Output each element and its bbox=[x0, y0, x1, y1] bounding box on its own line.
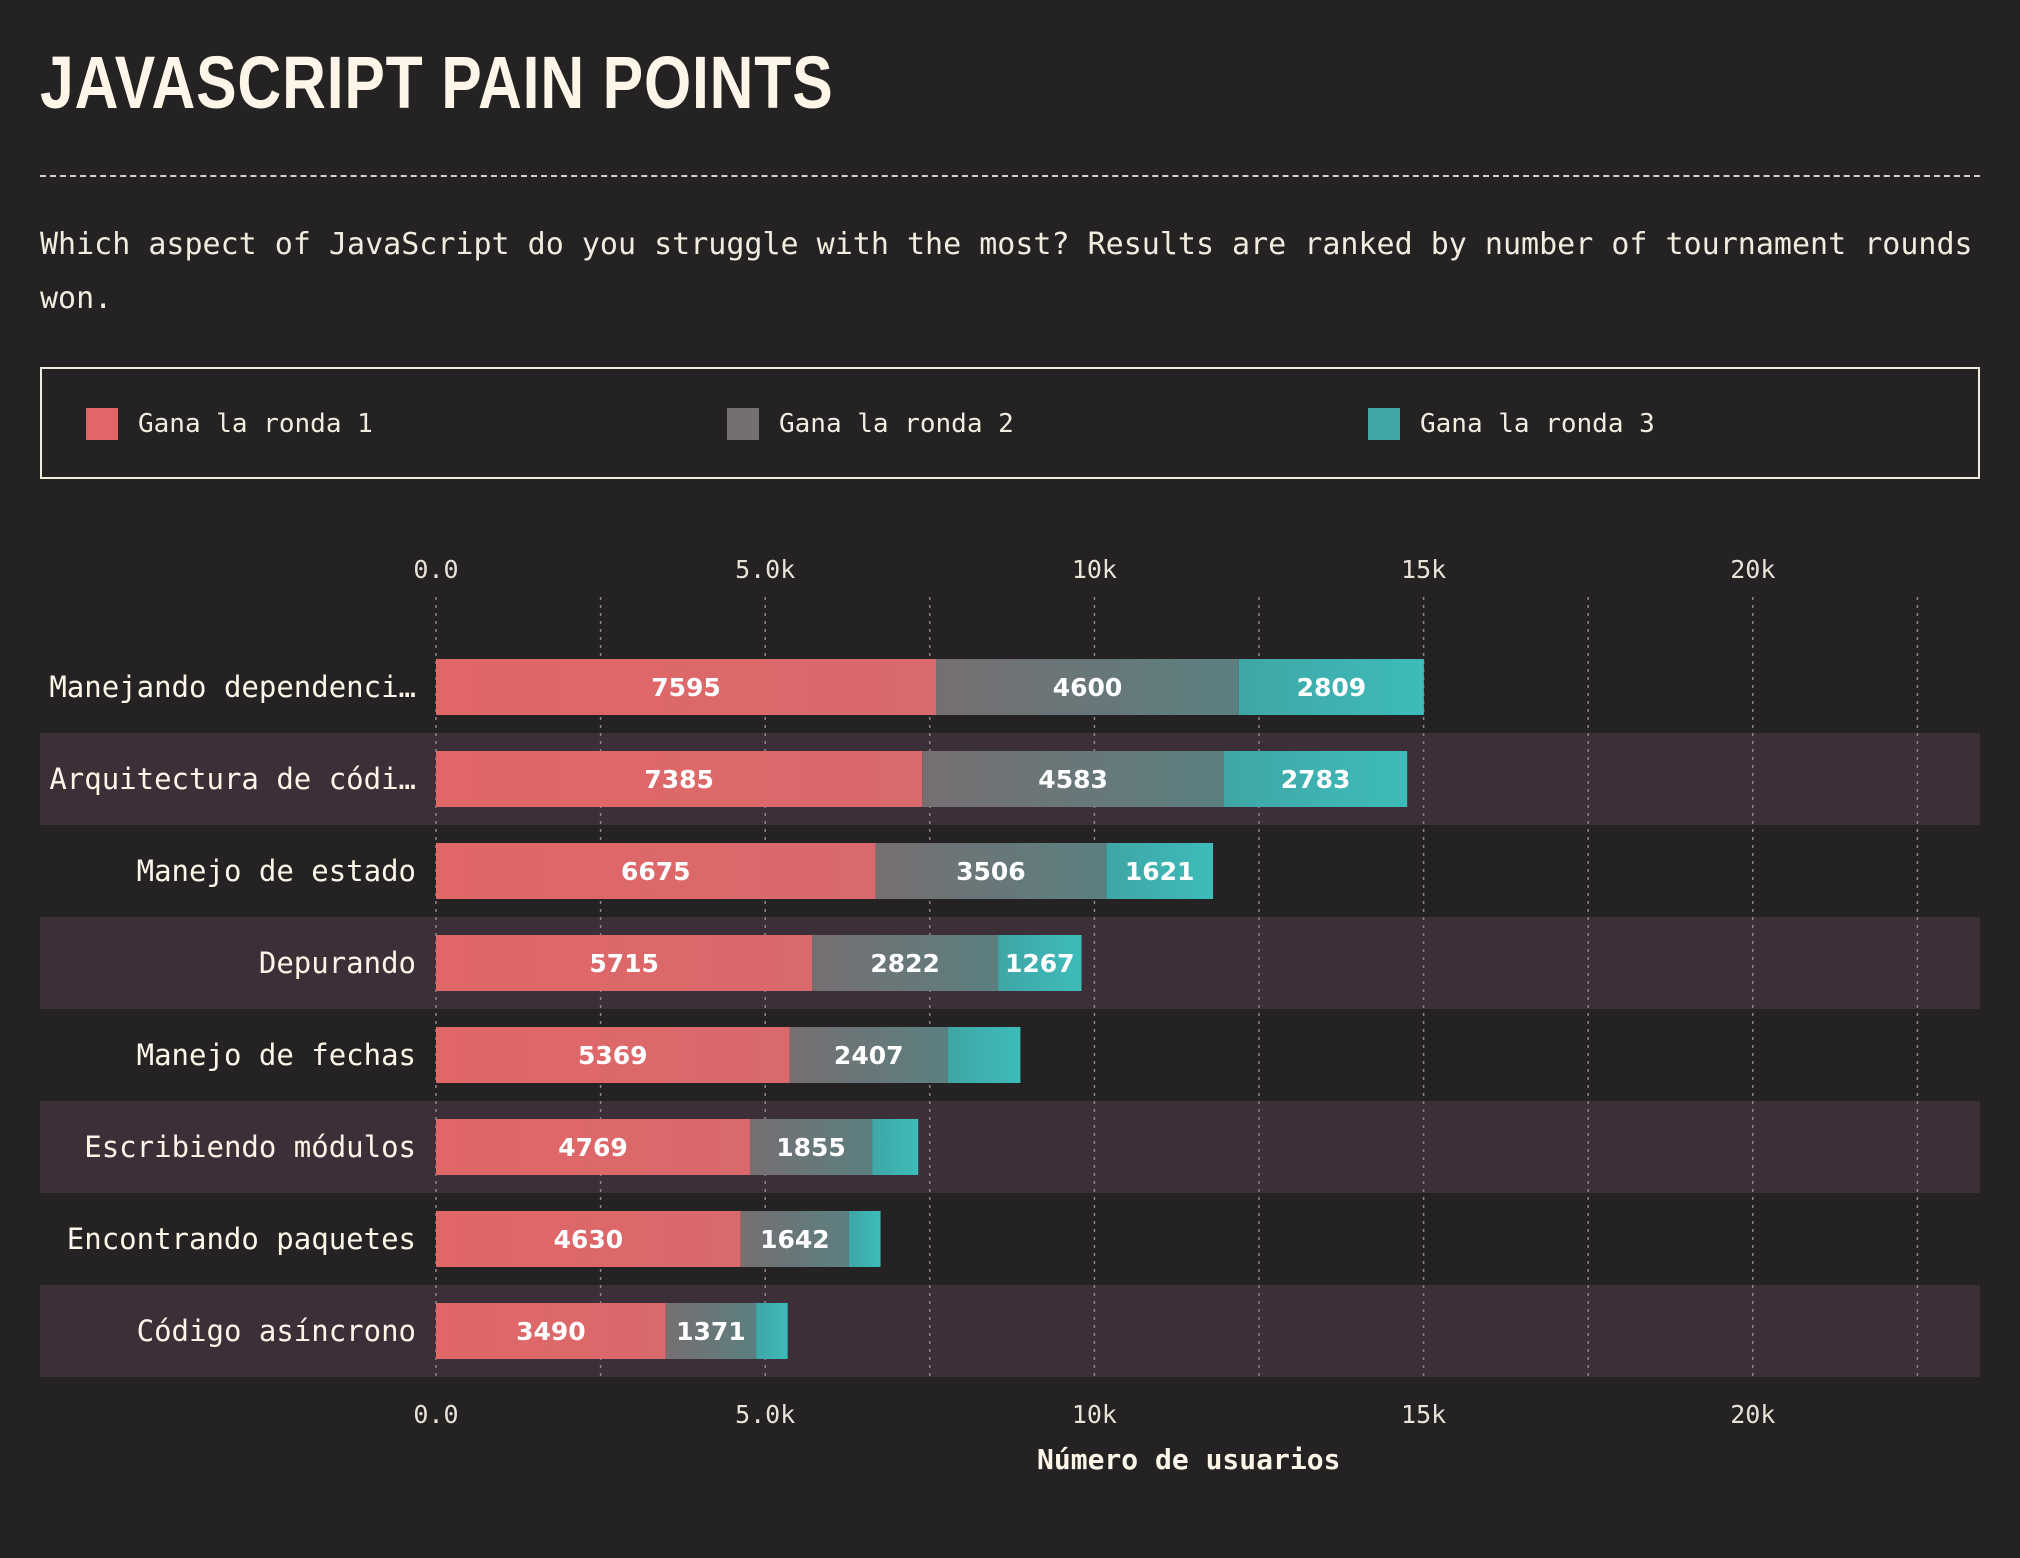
x-tick-label-top: 15k bbox=[1401, 555, 1446, 584]
bar-segment-round-2 bbox=[789, 1027, 948, 1083]
legend-swatch-round-1 bbox=[86, 408, 118, 440]
x-tick-label-bottom: 20k bbox=[1730, 1400, 1775, 1429]
legend-item-round-1[interactable]: Gana la ronda 1 bbox=[86, 407, 373, 441]
x-tick-label-top: 5.0k bbox=[735, 555, 795, 584]
category-label: Arquitectura de códi… bbox=[49, 762, 416, 796]
legend-item-round-3[interactable]: Gana la ronda 3 bbox=[1368, 407, 1655, 441]
bar-segment-round-1 bbox=[436, 751, 923, 807]
category-label: Código asíncrono bbox=[137, 1314, 416, 1348]
bar-segment-round-2 bbox=[922, 751, 1224, 807]
x-tick-label-bottom: 5.0k bbox=[735, 1400, 795, 1429]
bar-segment-round-3 bbox=[1106, 843, 1214, 899]
x-tick-label-top: 20k bbox=[1730, 555, 1775, 584]
bar-segment-round-1 bbox=[436, 1027, 790, 1083]
bar-segment-round-3 bbox=[872, 1119, 919, 1175]
bar-segment-round-1 bbox=[436, 843, 876, 899]
bar-value-label: 1642 bbox=[760, 1225, 830, 1254]
bar-segment-round-1 bbox=[436, 659, 937, 715]
page-title: JAVASCRIPT PAIN POINTS bbox=[40, 41, 834, 124]
bar-segment-round-2 bbox=[665, 1303, 757, 1359]
category-label: Manejando dependenci… bbox=[49, 670, 416, 704]
legend-item-round-2[interactable]: Gana la ronda 2 bbox=[727, 407, 1014, 441]
bar-value-label: 3506 bbox=[956, 857, 1026, 886]
bar-segment-round-3 bbox=[1223, 751, 1408, 807]
legend-label-round-1: Gana la ronda 1 bbox=[138, 409, 373, 439]
bar-value-label: 2809 bbox=[1297, 673, 1367, 702]
bar-segment-round-2 bbox=[875, 843, 1107, 899]
bar-segment-round-1 bbox=[436, 1303, 666, 1359]
bar-value-label: 2407 bbox=[834, 1041, 904, 1070]
chart-description: Which aspect of JavaScript do you strugg… bbox=[40, 227, 1973, 316]
bar-value-label: 5369 bbox=[578, 1041, 648, 1070]
bar-value-label: 7595 bbox=[651, 673, 721, 702]
row-band bbox=[40, 1285, 1980, 1377]
x-axis-title: Número de usuarios bbox=[1037, 1443, 1341, 1476]
bar-segment-round-1 bbox=[436, 1119, 750, 1175]
x-tick-label-bottom: 10k bbox=[1072, 1400, 1117, 1429]
x-tick-label-bottom: 0.0 bbox=[413, 1400, 458, 1429]
bar-segment-round-3 bbox=[1238, 659, 1424, 715]
bar-value-label: 4583 bbox=[1038, 765, 1108, 794]
bar-segment-round-1 bbox=[436, 1211, 741, 1267]
x-tick-label-bottom: 15k bbox=[1401, 1400, 1446, 1429]
bar-segment-round-2 bbox=[936, 659, 1239, 715]
legend: Gana la ronda 1 Gana la ronda 2 Gana la … bbox=[40, 367, 1980, 479]
x-tick-label-top: 0.0 bbox=[413, 555, 458, 584]
legend-label-round-3: Gana la ronda 3 bbox=[1420, 409, 1655, 439]
x-tick-label-top: 10k bbox=[1072, 555, 1117, 584]
bar-value-label: 1267 bbox=[1005, 949, 1075, 978]
bar-value-label: 1855 bbox=[776, 1133, 846, 1162]
bar-value-label: 2822 bbox=[870, 949, 940, 978]
bar-value-label: 2783 bbox=[1281, 765, 1351, 794]
title-divider bbox=[40, 175, 1980, 177]
bar-value-label: 7385 bbox=[644, 765, 714, 794]
category-label: Escribiendo módulos bbox=[84, 1130, 416, 1164]
bar-segment-round-2 bbox=[749, 1119, 873, 1175]
bar-value-label: 4769 bbox=[558, 1133, 628, 1162]
bar-value-label: 5715 bbox=[589, 949, 659, 978]
bar-value-label: 4630 bbox=[554, 1225, 624, 1254]
bar-segment-round-3 bbox=[947, 1027, 1021, 1083]
bar-segment-round-3 bbox=[998, 935, 1082, 991]
bar-segment-round-3 bbox=[756, 1303, 788, 1359]
bar-segment-round-2 bbox=[812, 935, 999, 991]
bar-segment-round-1 bbox=[436, 935, 813, 991]
bar-segment-round-2 bbox=[740, 1211, 849, 1267]
bar-value-label: 6675 bbox=[621, 857, 691, 886]
bar-segment-round-3 bbox=[848, 1211, 881, 1267]
bar-value-label: 1621 bbox=[1125, 857, 1195, 886]
bar-value-label: 4600 bbox=[1053, 673, 1123, 702]
legend-swatch-round-3 bbox=[1368, 408, 1400, 440]
category-label: Depurando bbox=[259, 946, 416, 980]
bar-value-label: 1371 bbox=[676, 1317, 746, 1346]
bar-value-label: 3490 bbox=[516, 1317, 586, 1346]
category-label: Encontrando paquetes bbox=[67, 1222, 416, 1256]
legend-label-round-2: Gana la ronda 2 bbox=[779, 409, 1014, 439]
category-label: Manejo de estado bbox=[137, 854, 416, 888]
category-label: Manejo de fechas bbox=[137, 1038, 416, 1072]
legend-swatch-round-2 bbox=[727, 408, 759, 440]
row-band bbox=[40, 1101, 1980, 1193]
